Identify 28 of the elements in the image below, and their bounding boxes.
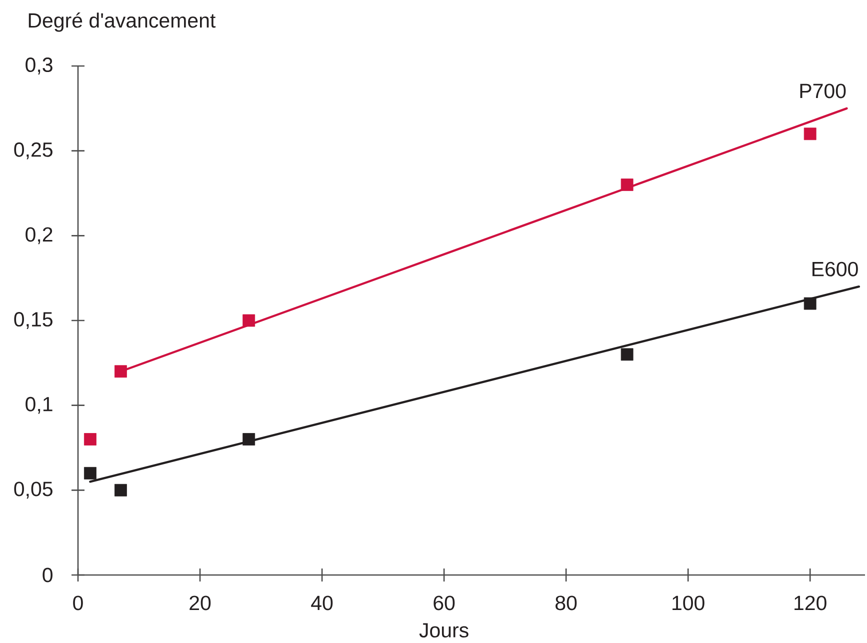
y-tick-label: 0 — [42, 568, 52, 582]
point — [114, 484, 127, 496]
x-tick-label: 40 — [311, 596, 333, 610]
point — [242, 433, 256, 446]
y-axis-title: Degré d'avancement — [28, 12, 216, 32]
x-tick-label: 20 — [190, 596, 211, 610]
y-tick-label: 0,1 — [26, 396, 52, 414]
y-tick-label: 0,05 — [14, 482, 52, 499]
x-tick-label: 80 — [556, 596, 577, 610]
point — [84, 467, 96, 480]
y-tick-label: 0,3 — [26, 58, 52, 74]
point — [620, 178, 634, 191]
point — [804, 128, 816, 140]
point — [620, 348, 634, 361]
x-tick-label: 100 — [672, 596, 704, 610]
y-tick-label: 0,15 — [14, 312, 52, 329]
x-axis-title: Jours — [419, 623, 468, 638]
series-label: P700 — [800, 84, 846, 98]
point — [804, 297, 816, 310]
y-tick-label: 0,2 — [26, 227, 52, 244]
x-tick-label: 60 — [434, 596, 455, 610]
point — [242, 314, 256, 327]
point — [114, 365, 127, 378]
series-label: E600 — [812, 262, 858, 276]
x-tick-label: 0 — [73, 596, 83, 610]
x-tick-label: 120 — [794, 596, 826, 610]
point — [84, 433, 96, 446]
y-tick-label: 0,25 — [14, 142, 52, 160]
